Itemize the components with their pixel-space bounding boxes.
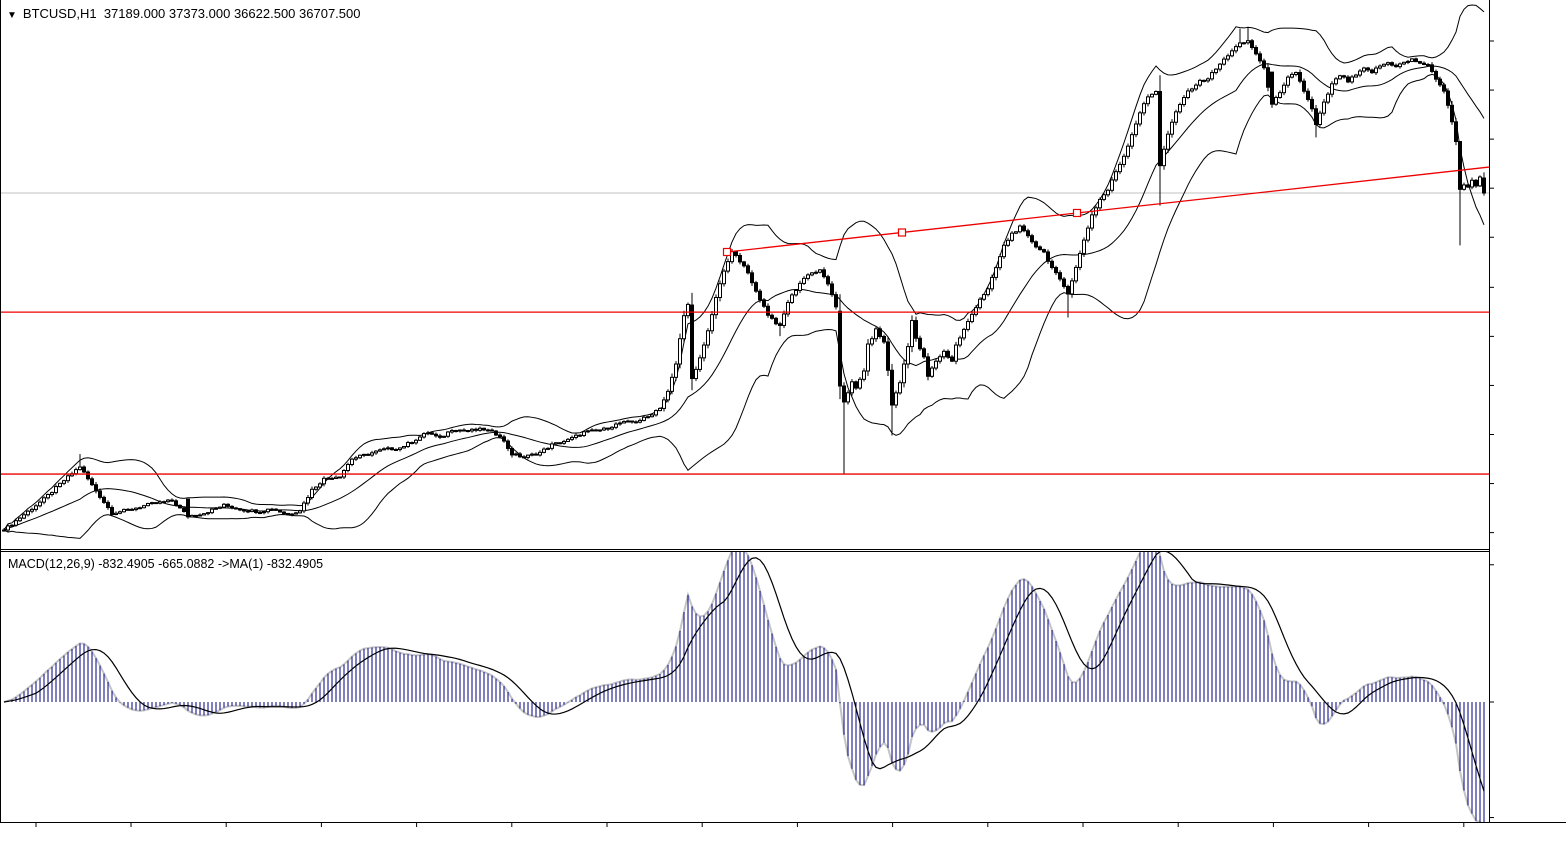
- price-scale[interactable]: 41601.76040022.00038442.24036862.4803528…: [1490, 0, 1566, 823]
- trendline[interactable]: [726, 166, 1489, 253]
- ohlc-values: 37189.000 37373.000 36622.500 36707.500: [103, 6, 361, 21]
- trendline-handle[interactable]: [897, 228, 907, 237]
- macd-indicator-label: MACD(12,26,9) -832.4905 -665.0882 ->MA(1…: [8, 557, 324, 571]
- symbol-timeframe-label: BTCUSD,H1: [22, 6, 97, 21]
- symbol-marker-icon: ▼: [7, 10, 17, 21]
- trendline-handle[interactable]: [1072, 208, 1082, 218]
- symbol-ohlc-header: ▼ BTCUSD,H1 37189.000 37373.000 36622.500…: [7, 6, 360, 21]
- trendline-handle[interactable]: [722, 247, 732, 257]
- time-scale[interactable]: 26 Dec 202027 Dec 19:0028 Dec 19:0029 De…: [0, 823, 1566, 850]
